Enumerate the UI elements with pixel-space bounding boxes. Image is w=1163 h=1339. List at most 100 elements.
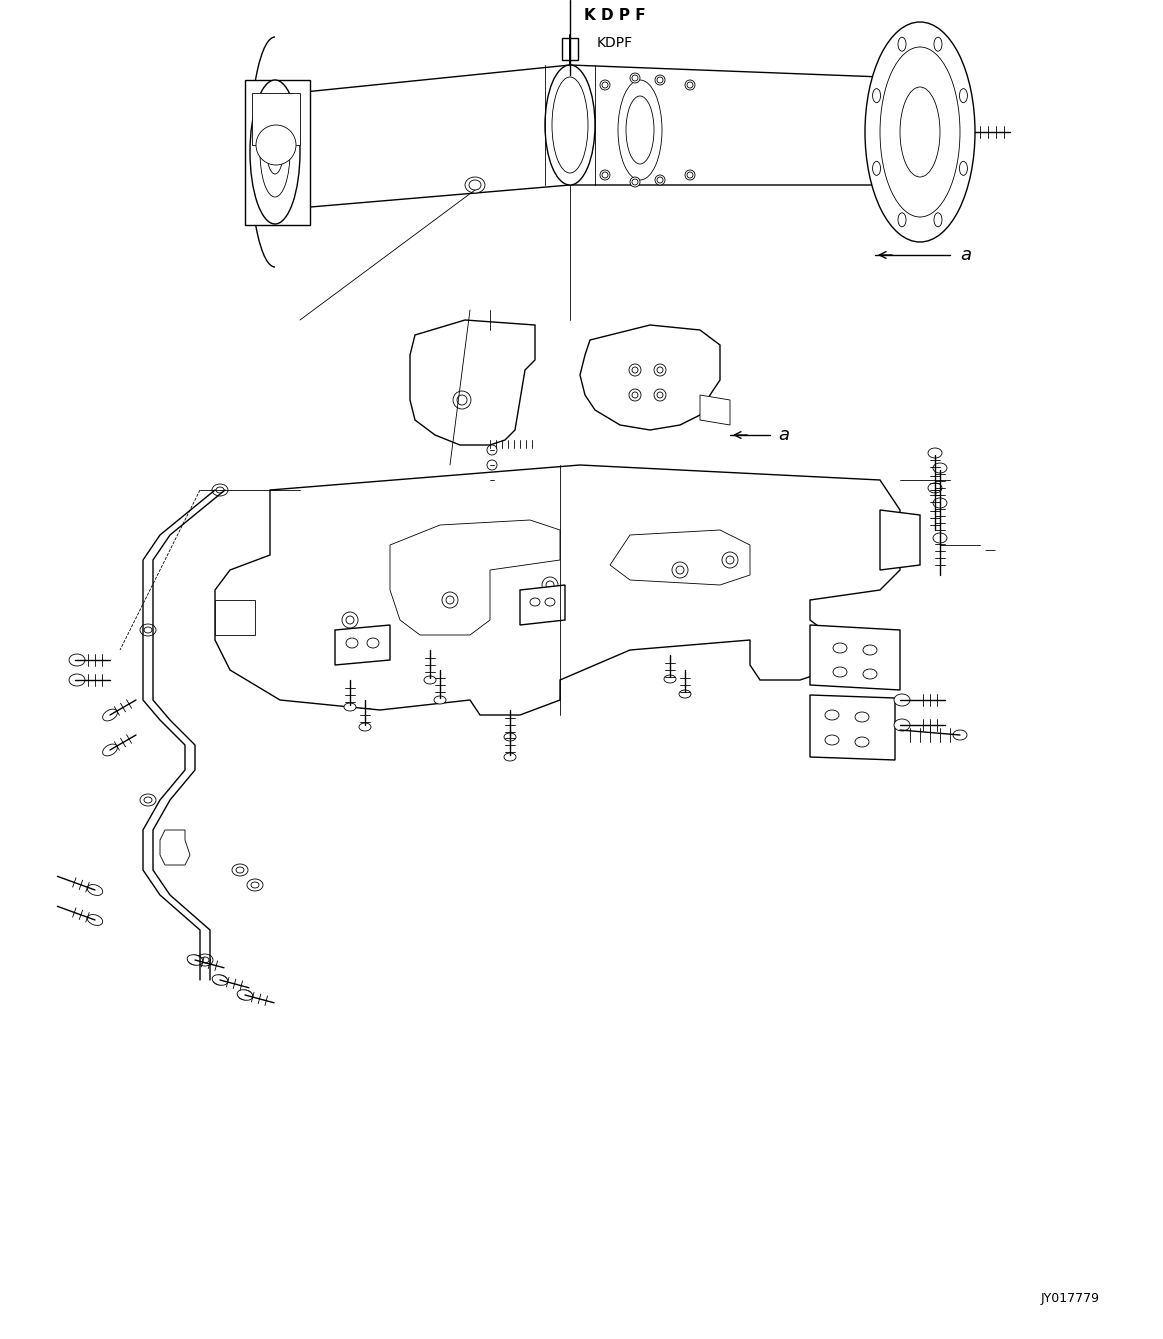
- Ellipse shape: [454, 391, 471, 408]
- Ellipse shape: [347, 616, 354, 624]
- Ellipse shape: [654, 364, 666, 376]
- Ellipse shape: [626, 96, 654, 163]
- Text: K D P F: K D P F: [584, 8, 645, 23]
- Ellipse shape: [445, 596, 454, 604]
- Polygon shape: [215, 465, 900, 715]
- Ellipse shape: [102, 710, 117, 720]
- Ellipse shape: [602, 82, 608, 88]
- Ellipse shape: [959, 88, 968, 103]
- Ellipse shape: [722, 552, 739, 568]
- Ellipse shape: [542, 577, 558, 593]
- Ellipse shape: [187, 955, 202, 965]
- Ellipse shape: [238, 990, 252, 1000]
- Ellipse shape: [69, 653, 85, 665]
- Ellipse shape: [201, 957, 209, 963]
- Ellipse shape: [672, 562, 688, 578]
- Ellipse shape: [216, 487, 224, 493]
- Ellipse shape: [197, 953, 213, 965]
- Ellipse shape: [676, 566, 684, 574]
- Polygon shape: [215, 600, 255, 635]
- Polygon shape: [809, 695, 896, 761]
- Ellipse shape: [933, 533, 947, 544]
- Ellipse shape: [934, 213, 942, 226]
- Ellipse shape: [959, 162, 968, 175]
- Ellipse shape: [833, 667, 847, 678]
- Ellipse shape: [872, 162, 880, 175]
- Ellipse shape: [687, 171, 693, 178]
- Ellipse shape: [629, 364, 641, 376]
- Ellipse shape: [237, 990, 252, 1000]
- Ellipse shape: [213, 975, 227, 986]
- Ellipse shape: [267, 130, 283, 174]
- Ellipse shape: [87, 915, 102, 925]
- Ellipse shape: [687, 82, 693, 88]
- Ellipse shape: [359, 723, 371, 731]
- Bar: [562, 37, 578, 60]
- Ellipse shape: [342, 612, 358, 628]
- Ellipse shape: [442, 592, 458, 608]
- Ellipse shape: [664, 675, 676, 683]
- Ellipse shape: [250, 80, 300, 224]
- Ellipse shape: [657, 78, 663, 83]
- Ellipse shape: [552, 78, 588, 173]
- Polygon shape: [274, 66, 959, 210]
- Ellipse shape: [424, 676, 436, 684]
- Ellipse shape: [487, 475, 497, 485]
- Ellipse shape: [928, 449, 942, 458]
- Polygon shape: [335, 625, 390, 665]
- Polygon shape: [611, 530, 750, 585]
- Ellipse shape: [140, 624, 156, 636]
- Ellipse shape: [855, 712, 869, 722]
- Ellipse shape: [212, 975, 228, 986]
- Ellipse shape: [655, 175, 665, 185]
- Text: —: —: [984, 545, 996, 554]
- Ellipse shape: [487, 461, 497, 470]
- Polygon shape: [411, 320, 535, 445]
- Text: a: a: [959, 246, 971, 264]
- Ellipse shape: [952, 730, 966, 740]
- Bar: [245, 80, 311, 225]
- Ellipse shape: [872, 88, 880, 103]
- Polygon shape: [580, 325, 720, 430]
- Polygon shape: [160, 830, 190, 865]
- Ellipse shape: [212, 483, 228, 495]
- Ellipse shape: [863, 670, 877, 679]
- Ellipse shape: [347, 637, 358, 648]
- Ellipse shape: [368, 637, 379, 648]
- Ellipse shape: [140, 794, 156, 806]
- Ellipse shape: [231, 864, 248, 876]
- Ellipse shape: [465, 177, 485, 193]
- Ellipse shape: [469, 179, 481, 190]
- Ellipse shape: [602, 171, 608, 178]
- Ellipse shape: [256, 125, 297, 165]
- Ellipse shape: [894, 719, 909, 731]
- Ellipse shape: [618, 80, 662, 179]
- Polygon shape: [880, 510, 920, 570]
- Ellipse shape: [825, 735, 839, 744]
- Ellipse shape: [679, 690, 691, 698]
- Ellipse shape: [487, 445, 497, 455]
- Ellipse shape: [657, 392, 663, 398]
- Text: KDPF: KDPF: [597, 36, 633, 50]
- Ellipse shape: [236, 866, 244, 873]
- Ellipse shape: [833, 643, 847, 653]
- Ellipse shape: [629, 390, 641, 400]
- Ellipse shape: [898, 37, 906, 51]
- Ellipse shape: [726, 556, 734, 564]
- Ellipse shape: [630, 177, 640, 187]
- Ellipse shape: [898, 213, 906, 226]
- Polygon shape: [390, 520, 561, 635]
- Ellipse shape: [504, 753, 516, 761]
- Ellipse shape: [144, 797, 152, 803]
- Ellipse shape: [69, 674, 85, 686]
- Ellipse shape: [545, 581, 554, 589]
- Ellipse shape: [600, 80, 611, 90]
- Ellipse shape: [928, 483, 942, 493]
- Ellipse shape: [654, 390, 666, 400]
- Text: a: a: [778, 426, 789, 445]
- Ellipse shape: [880, 47, 959, 217]
- Ellipse shape: [504, 732, 516, 740]
- Ellipse shape: [855, 736, 869, 747]
- Ellipse shape: [685, 170, 695, 179]
- Ellipse shape: [933, 463, 947, 473]
